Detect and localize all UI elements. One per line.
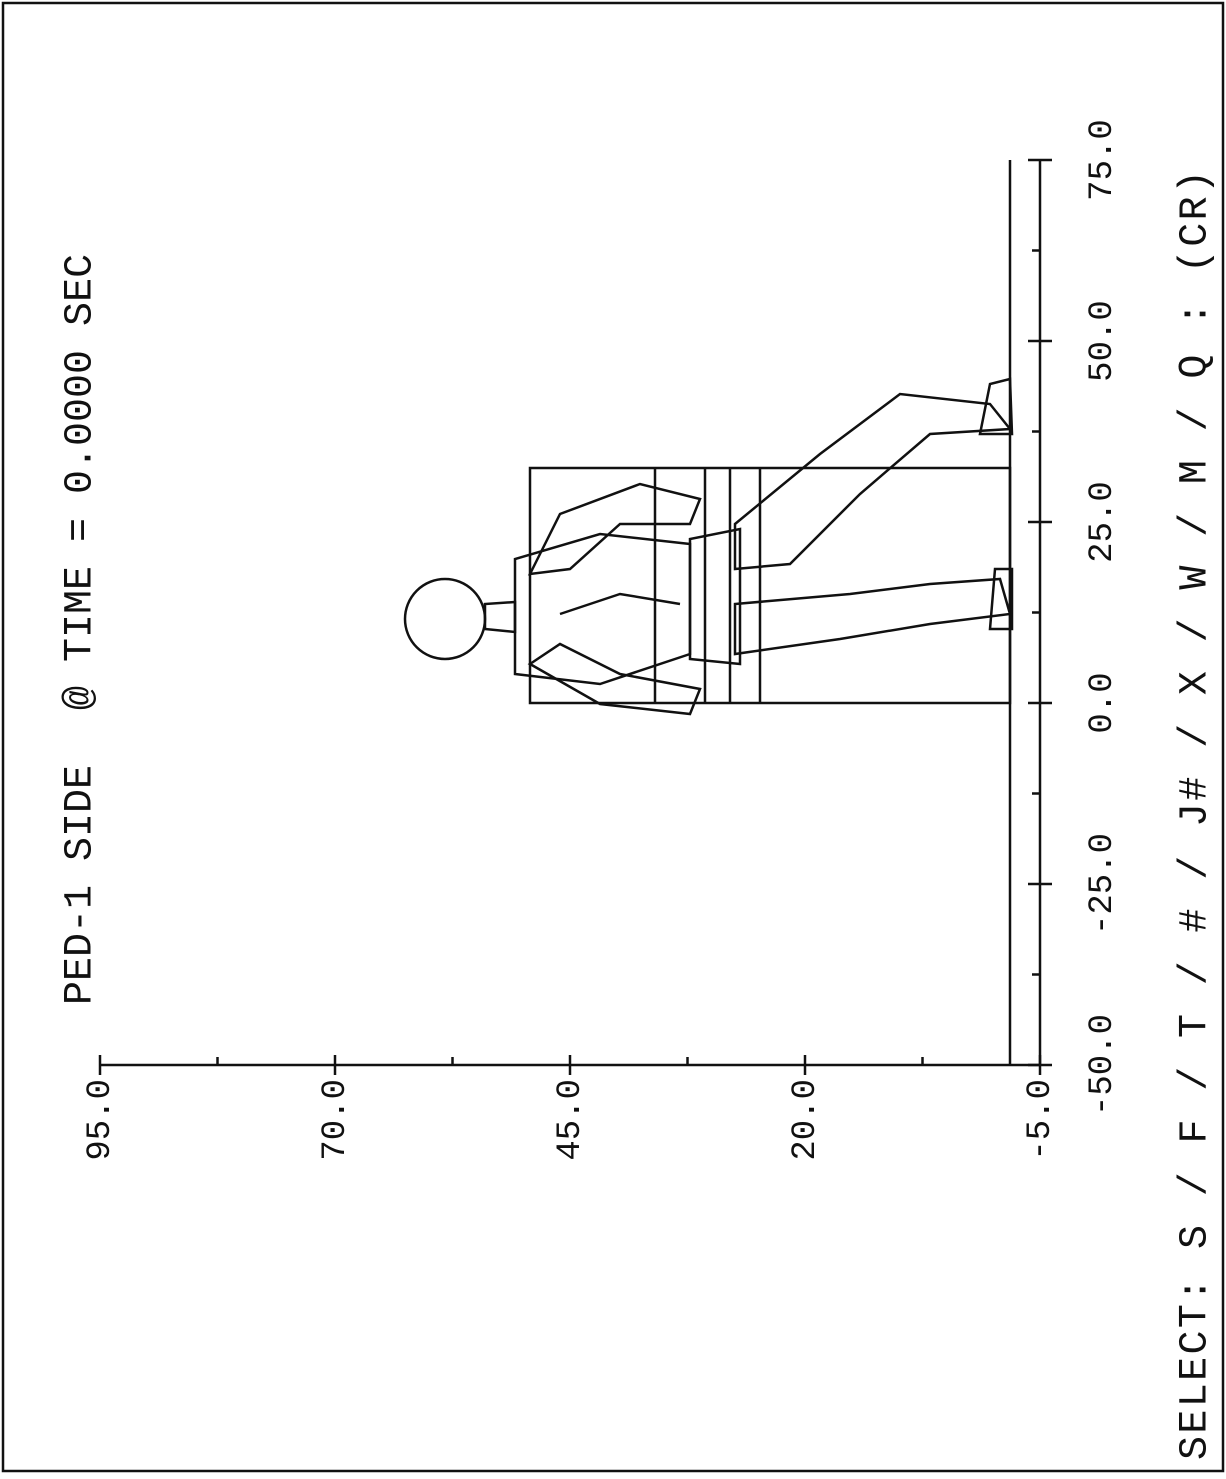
x-tick-label: 25.0	[1084, 481, 1122, 563]
prompt: SELECT: S / F / T / # / J# / X / W / M /…	[1174, 170, 1219, 1460]
x-tick-label: 0.0	[1084, 672, 1122, 733]
y-tick-label: 70.0	[317, 1079, 355, 1161]
arm-back	[527, 642, 702, 716]
y-tick-label: 45.0	[552, 1079, 590, 1161]
chart-subtitle: @ TIME = 0.0000 SEC	[59, 254, 104, 710]
leg-front	[733, 392, 1013, 571]
arm-front	[527, 482, 702, 576]
arm-detail	[559, 592, 681, 616]
pelvis	[688, 527, 742, 666]
chart-title: PED-1 SIDE	[59, 765, 104, 1005]
x-tick-label: 75.0	[1084, 119, 1122, 201]
leg-back	[733, 577, 1012, 656]
x-tick-label: 50.0	[1084, 300, 1122, 382]
foot-back	[988, 567, 1014, 631]
neck	[483, 600, 517, 634]
plot: PED-1 SIDE @ TIME = 0.0000 SEC SELECT: S…	[59, 119, 1219, 1460]
y-tick-label: 95.0	[82, 1079, 120, 1161]
x-tick-label: -25.0	[1084, 833, 1122, 935]
x-tick-label: -50.0	[1084, 1014, 1122, 1116]
y-tick-label: 20.0	[787, 1079, 825, 1161]
foot-front	[978, 377, 1014, 436]
head	[403, 577, 487, 661]
y-tick-label: -5.0	[1022, 1079, 1060, 1161]
vehicle-box	[528, 466, 1012, 705]
torso	[513, 532, 692, 686]
